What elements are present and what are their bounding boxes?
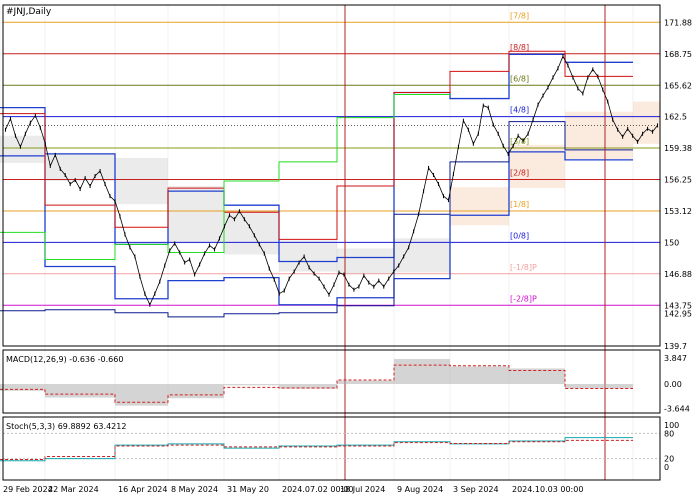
panel-frame <box>2 4 661 347</box>
price-axis-label: 153.12 <box>664 207 692 216</box>
stoch-signal-line <box>0 439 633 460</box>
macd-panel: MACD(12,26,9) -0.636 -0.660 <box>0 355 633 406</box>
macd-title: MACD(12,26,9) -0.636 -0.660 <box>6 355 123 364</box>
macd-signal-line <box>0 364 633 403</box>
price-axis-label: 142.95 <box>664 309 692 318</box>
date-axis-label: 2024.10.03 00:00 <box>512 485 583 494</box>
macd-histogram-bar <box>224 384 279 386</box>
tenkan-line <box>0 50 633 240</box>
murrey-level-label: [7/8] <box>510 11 529 20</box>
macd-axis-label: -3.644 <box>664 405 690 414</box>
panel-frame <box>2 349 661 414</box>
murrey-level-label: [4/8] <box>510 106 529 115</box>
ichimoku-cloud-layer <box>0 101 660 274</box>
murrey-level-label: [-2/8]P <box>510 294 537 303</box>
murrey-level-label: [8/8] <box>510 43 529 52</box>
ichimoku-cloud-segment <box>394 238 450 273</box>
date-axis-label: 2024.07.02 00:00 <box>282 485 353 494</box>
date-axis-label: 8 May 2024 <box>171 485 218 494</box>
price-axis-label: 168.75 <box>664 50 692 59</box>
date-axis-label: 18 Jul 2024 <box>340 485 385 494</box>
macd-histogram-bar <box>394 358 450 384</box>
price-axis-label: 150 <box>664 238 679 247</box>
date-axis-label: 9 Aug 2024 <box>397 485 443 494</box>
ichimoku-cloud-segment <box>279 240 337 272</box>
ichimoku-cloud-segment <box>450 187 509 226</box>
price-axis-label: 159.38 <box>664 144 692 153</box>
price-axis-label: 143.75 <box>664 301 692 310</box>
murrey-level-label: [1/8] <box>510 200 529 209</box>
stoch-axis-label: 0 <box>664 463 669 472</box>
macd-histogram-bar <box>450 366 509 384</box>
macd-histogram-bar <box>565 384 633 389</box>
price-axis-label: 156.25 <box>664 176 692 185</box>
macd-histogram-bar <box>168 384 224 399</box>
price-axis-label: 171.88 <box>664 18 692 27</box>
macd-histogram-bar <box>509 368 565 384</box>
ichimoku-cloud-segment <box>337 248 394 274</box>
ichimoku-cloud-segment <box>45 152 115 182</box>
macd-histogram-bar <box>0 384 45 391</box>
frame-layer <box>2 4 661 481</box>
panel-frame <box>2 416 661 481</box>
macd-axis-label: 0.00 <box>664 380 682 389</box>
axes-layer: 171.88 168.75 165.62 162.5 159.38 156.25 153.1… <box>3 18 692 494</box>
price-axis-label: 165.62 <box>664 81 692 90</box>
stochastic-panel: Stoch(5,3,3) 69.8892 63.4212 <box>0 422 660 462</box>
price-axis-label: 162.5 <box>664 113 687 122</box>
indicator-lines-layer <box>0 5 660 480</box>
kijun-line <box>0 121 633 318</box>
date-axis-label: 16 Apr 2024 <box>118 485 167 494</box>
chikou-line <box>0 94 450 260</box>
stoch-axis-label: 100 <box>664 421 679 430</box>
ichimoku-cloud-segment <box>633 101 660 144</box>
chart-title: #JNJ,Daily <box>6 7 52 17</box>
macd-histogram-bar <box>45 384 115 398</box>
murrey-level-label: [6/8] <box>510 74 529 83</box>
ichimoku-cloud-segment <box>115 157 168 205</box>
close-price-line <box>5 55 658 306</box>
murrey-level-label: [2/8] <box>510 169 529 178</box>
bollinger-lower-line <box>0 151 633 306</box>
macd-histogram-bar <box>279 384 337 389</box>
stoch-axis-label: 20 <box>664 455 674 464</box>
date-axis-label: 31 May 20 <box>227 485 269 494</box>
date-axis-label: 22 Mar 2024 <box>48 485 99 494</box>
ichimoku-cloud-segment <box>224 210 279 255</box>
stoch-axis-label: 80 <box>664 429 674 438</box>
ichimoku-cloud-segment <box>168 186 224 244</box>
murrey-level-label: [3/8] <box>510 137 529 146</box>
date-axis-label: 3 Sep 2024 <box>453 485 499 494</box>
candles-layer <box>4 54 659 307</box>
stoch-title: Stoch(5,3,3) 69.8892 63.4212 <box>6 422 126 431</box>
macd-histogram-bar <box>337 380 394 384</box>
murrey-level-label: [-1/8]P <box>510 263 537 272</box>
bollinger-upper-line <box>0 53 633 263</box>
murrey-level-label: [0/8] <box>510 231 529 240</box>
macd-axis-label: 3.847 <box>664 354 687 363</box>
macd-histogram-bar <box>115 384 168 406</box>
date-axis-label: 29 Feb 2024 <box>3 485 53 494</box>
ichimoku-cloud-segment <box>0 135 45 163</box>
price-axis-label: 146.88 <box>664 270 692 279</box>
price-axis-label: 139.7 <box>664 342 687 351</box>
